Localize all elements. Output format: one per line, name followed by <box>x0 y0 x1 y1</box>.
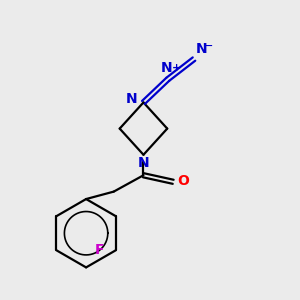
Text: O: O <box>177 174 189 188</box>
Text: F: F <box>95 243 104 257</box>
Text: N: N <box>125 92 137 106</box>
Text: −: − <box>203 40 214 52</box>
Text: N: N <box>196 42 207 56</box>
Text: +: + <box>172 63 181 73</box>
Text: N: N <box>138 156 149 170</box>
Text: N: N <box>160 61 172 75</box>
